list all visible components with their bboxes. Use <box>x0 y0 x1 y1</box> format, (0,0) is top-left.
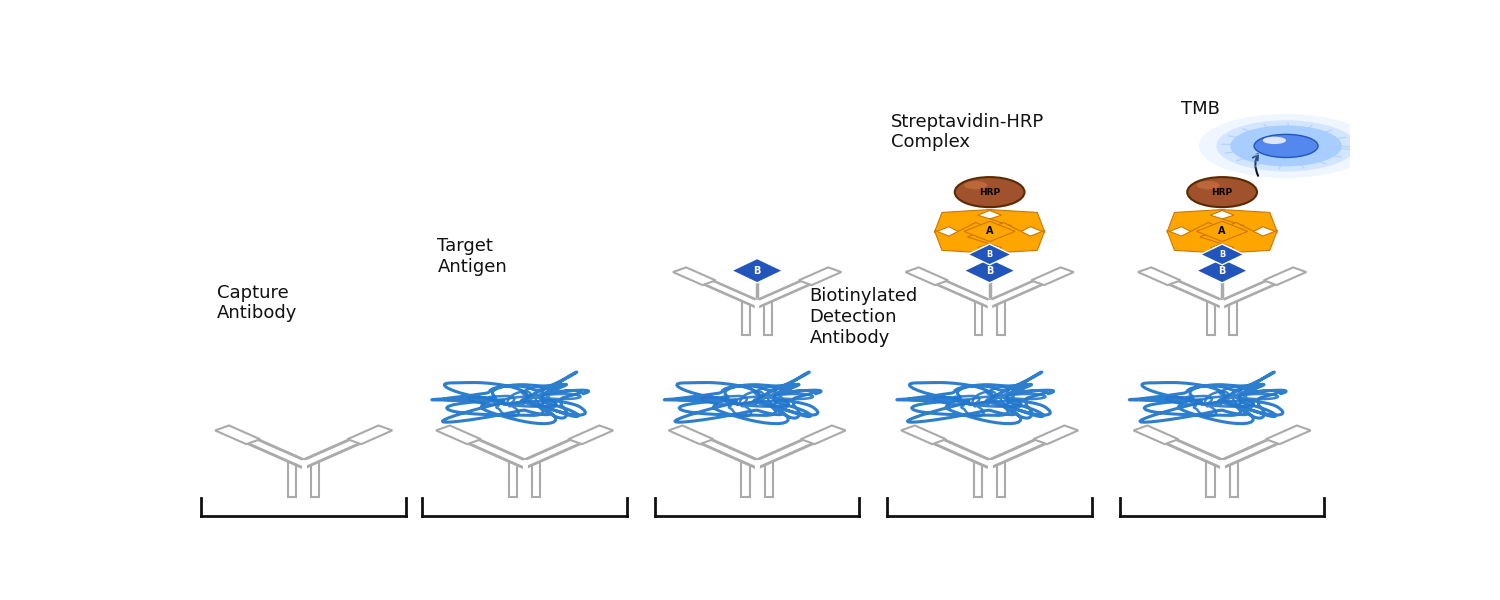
Polygon shape <box>669 425 714 444</box>
Text: Target
Antigen: Target Antigen <box>438 238 507 276</box>
Ellipse shape <box>964 181 987 190</box>
Polygon shape <box>568 425 614 444</box>
Polygon shape <box>934 223 1013 253</box>
Ellipse shape <box>1230 125 1342 166</box>
Polygon shape <box>964 221 1016 242</box>
Polygon shape <box>968 209 1046 240</box>
Polygon shape <box>1266 425 1311 444</box>
Text: A: A <box>1218 226 1225 236</box>
Polygon shape <box>968 244 1011 265</box>
Polygon shape <box>214 425 260 444</box>
Polygon shape <box>906 268 948 285</box>
Text: B: B <box>1218 266 1225 275</box>
Polygon shape <box>1138 268 1180 285</box>
Polygon shape <box>1167 209 1245 240</box>
Bar <box>998 460 1005 497</box>
Text: B: B <box>986 266 993 275</box>
Polygon shape <box>1200 244 1243 265</box>
Ellipse shape <box>1198 114 1374 178</box>
Polygon shape <box>732 259 783 283</box>
Polygon shape <box>1197 221 1248 242</box>
Polygon shape <box>1197 259 1248 283</box>
Polygon shape <box>801 425 846 444</box>
Text: Capture
Antibody: Capture Antibody <box>216 284 297 322</box>
Polygon shape <box>964 259 1016 283</box>
Polygon shape <box>934 209 1013 240</box>
Text: Biotinylated
Detection
Antibody: Biotinylated Detection Antibody <box>810 287 918 347</box>
Text: HRP: HRP <box>980 188 1000 197</box>
Bar <box>742 300 750 335</box>
Text: Streptavidin-HRP
Complex: Streptavidin-HRP Complex <box>891 113 1044 151</box>
Bar <box>998 300 1005 335</box>
Polygon shape <box>968 223 1046 253</box>
Text: B: B <box>1220 250 1226 259</box>
Bar <box>975 300 982 335</box>
Ellipse shape <box>1197 181 1219 190</box>
Bar <box>509 460 518 497</box>
Ellipse shape <box>1188 177 1257 207</box>
Bar <box>974 460 982 497</box>
Bar <box>1230 300 1238 335</box>
Polygon shape <box>1134 425 1179 444</box>
Polygon shape <box>1200 209 1278 240</box>
Polygon shape <box>902 425 946 444</box>
Bar <box>765 300 772 335</box>
Polygon shape <box>798 268 842 285</box>
Polygon shape <box>1030 268 1074 285</box>
Text: B: B <box>987 250 993 259</box>
Polygon shape <box>674 268 716 285</box>
Bar <box>288 460 296 497</box>
Polygon shape <box>348 425 393 444</box>
Bar <box>1230 460 1238 497</box>
Bar <box>312 460 320 497</box>
Ellipse shape <box>1254 134 1318 157</box>
Text: HRP: HRP <box>1212 188 1233 197</box>
Text: B: B <box>753 266 760 275</box>
Polygon shape <box>436 425 482 444</box>
Bar <box>765 460 772 497</box>
Bar <box>741 460 750 497</box>
Polygon shape <box>1263 268 1306 285</box>
Polygon shape <box>1034 425 1078 444</box>
Text: TMB: TMB <box>1182 100 1221 118</box>
Ellipse shape <box>954 177 1024 207</box>
Ellipse shape <box>1263 137 1286 144</box>
Bar <box>1206 460 1215 497</box>
Polygon shape <box>1200 223 1278 253</box>
Ellipse shape <box>1216 120 1356 172</box>
Polygon shape <box>1167 223 1245 253</box>
Bar <box>1208 300 1215 335</box>
Text: A: A <box>986 226 993 236</box>
Bar <box>532 460 540 497</box>
